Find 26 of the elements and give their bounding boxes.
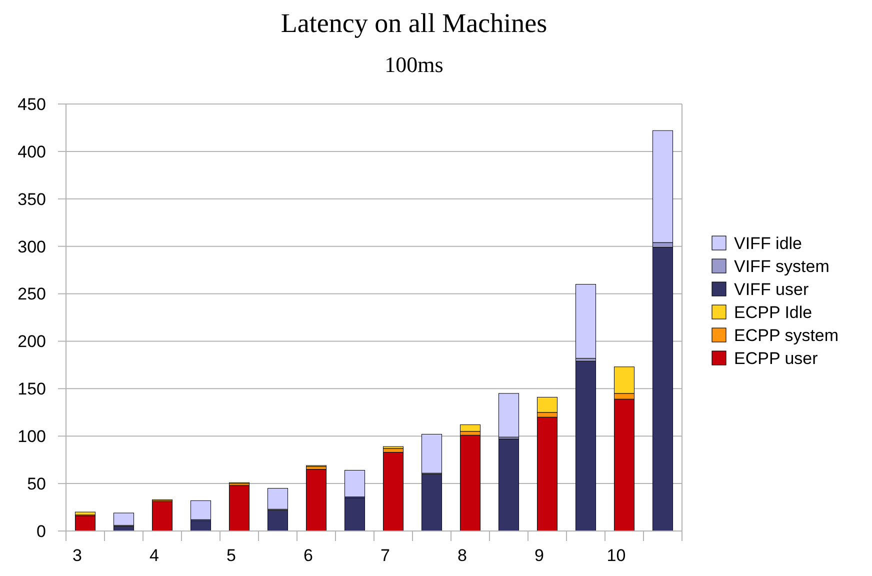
x-tick-label: 9: [534, 546, 544, 565]
x-tick-label: 8: [458, 546, 467, 565]
x-tick-label: 5: [226, 546, 236, 565]
y-tick-label: 250: [18, 284, 46, 304]
legend-label: ECPP user: [734, 348, 818, 368]
y-tick-label: 450: [18, 94, 46, 114]
y-tick-label: 150: [18, 380, 46, 399]
legend-label: VIFF system: [734, 256, 830, 276]
legend-label: VIFF idle: [734, 234, 802, 253]
x-tick-label: 3: [72, 546, 82, 565]
y-tick-label: 350: [18, 190, 46, 209]
x-tick-label: 7: [380, 546, 390, 565]
x-tick-label: 4: [150, 546, 159, 565]
x-tick-label: 10: [606, 546, 626, 565]
x-tick-label: 6: [304, 546, 313, 565]
chart-subtitle: 100ms: [384, 52, 444, 77]
legend-label: ECPP system: [734, 326, 839, 345]
y-tick-label: 0: [36, 522, 46, 541]
chart-title: Latency on all Machines: [280, 8, 548, 38]
y-tick-label: 200: [18, 332, 46, 352]
y-tick-label: 50: [27, 474, 46, 494]
y-tick-label: 100: [18, 427, 46, 446]
legend-label: ECPP Idle: [734, 302, 812, 322]
y-tick-label: 300: [18, 237, 46, 256]
legend-label: VIFF user: [734, 280, 809, 299]
y-tick-label: 400: [18, 142, 46, 162]
